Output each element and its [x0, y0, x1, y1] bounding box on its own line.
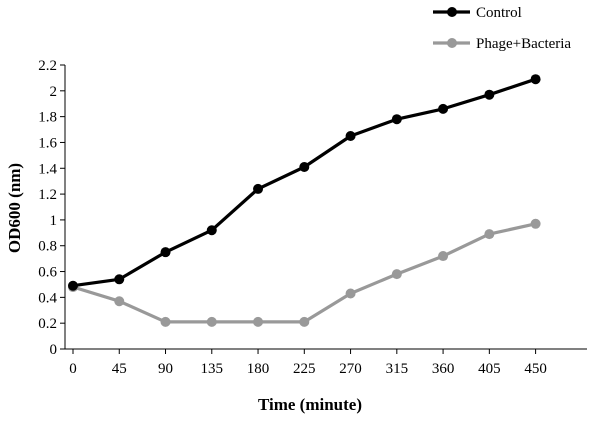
y-tick-label: 0.4 [38, 290, 57, 306]
data-point [299, 161, 310, 172]
y-tick-label: 0.6 [38, 265, 57, 281]
y-tick-label: 2 [50, 84, 58, 100]
data-point [160, 316, 171, 327]
series-layer [68, 74, 541, 327]
y-tick-label: 0.2 [38, 316, 57, 332]
x-tick-label: 405 [478, 361, 501, 377]
data-point [438, 251, 449, 262]
series-1 [68, 218, 541, 327]
x-tick-label: 225 [293, 361, 316, 377]
data-point [438, 103, 449, 114]
y-tick-label: 1.6 [38, 135, 57, 151]
data-point [114, 274, 125, 285]
y-tick-label: 1.4 [38, 161, 57, 177]
y-axis-title: OD600 (nm) [5, 163, 24, 253]
legend-label: Control [476, 5, 522, 21]
x-tick-label: 270 [339, 361, 362, 377]
y-tick-label: 1 [50, 213, 58, 229]
y-tick-label: 1.2 [38, 187, 57, 203]
x-axis-title: Time (minute) [258, 395, 362, 414]
series-line [72, 222, 536, 324]
data-point [391, 114, 402, 125]
y-tick-label: 0.8 [38, 239, 57, 255]
data-point [253, 183, 264, 194]
x-tick-label: 90 [158, 361, 173, 377]
data-point [114, 296, 125, 307]
x-tick-label: 450 [524, 361, 547, 377]
data-point [391, 269, 402, 280]
series-0 [68, 74, 541, 291]
data-point [345, 288, 356, 299]
data-point [484, 229, 495, 240]
legend-label: Phage+Bacteria [476, 36, 571, 52]
x-tick-label: 45 [112, 361, 127, 377]
data-point [160, 247, 171, 258]
legend-item: Control [433, 5, 522, 21]
data-point [206, 316, 217, 327]
series-line [72, 77, 537, 288]
legend-swatch-marker [447, 7, 457, 17]
data-point [299, 316, 310, 327]
legend: Control Phage+Bacteria [433, 5, 571, 52]
data-point [484, 89, 495, 100]
y-tick-label: 0 [50, 342, 58, 358]
x-tick-label: 180 [247, 361, 270, 377]
x-tick-label: 135 [201, 361, 224, 377]
y-tick-label: 2.2 [38, 58, 57, 74]
legend-swatch-marker [447, 38, 457, 48]
x-tick-label: 0 [69, 361, 77, 377]
data-point [253, 316, 264, 327]
legend-item: Phage+Bacteria [433, 36, 571, 52]
data-point [345, 131, 356, 141]
axes: 0 0.2 0.4 0.6 0.8 1 1.2 1.4 1.6 1.8 2 2.2 0 45 90 135 18… [38, 58, 587, 377]
data-point [206, 225, 217, 236]
data-point [530, 74, 541, 85]
data-point [530, 218, 541, 229]
x-tick-label: 360 [432, 361, 455, 377]
x-tick-label: 315 [386, 361, 409, 377]
data-point [68, 280, 78, 291]
y-tick-label: 1.8 [38, 110, 57, 126]
